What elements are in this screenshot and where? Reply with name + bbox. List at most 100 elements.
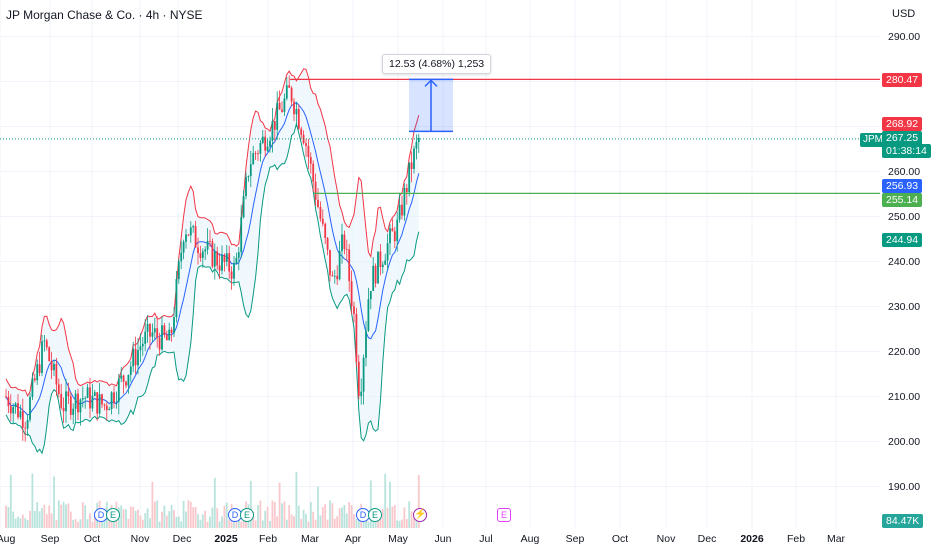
- earnings-marker[interactable]: E: [497, 508, 511, 522]
- volume-bar: [249, 480, 252, 528]
- candle-body: [163, 325, 166, 335]
- time-axis-label: Sep: [40, 533, 60, 545]
- volume-bar: [300, 518, 303, 528]
- volume-bar: [17, 516, 19, 528]
- candle-body: [233, 263, 235, 279]
- candle-body: [257, 153, 259, 155]
- volume-bar: [43, 504, 46, 528]
- candle-body: [156, 328, 159, 338]
- volume-bar: [319, 515, 322, 528]
- volume-bar: [127, 518, 130, 528]
- split-marker[interactable]: ⚡: [413, 508, 427, 522]
- symbol-title[interactable]: JP Morgan Chase & Co. · 4h · NYSE: [6, 8, 203, 22]
- volume-bar: [271, 500, 274, 528]
- volume-bar: [341, 507, 343, 528]
- volume-bar: [146, 508, 149, 528]
- candle-body: [43, 340, 46, 342]
- candle-body: [5, 396, 7, 398]
- volume-bar: [72, 519, 75, 528]
- earnings-marker[interactable]: E: [240, 508, 254, 522]
- candle-body: [93, 392, 96, 396]
- candle-body: [331, 275, 334, 277]
- candle-body: [209, 240, 211, 242]
- volume-bar: [218, 521, 221, 528]
- volume-bar: [285, 519, 288, 528]
- volume-bar: [302, 509, 305, 528]
- candle-body: [278, 102, 281, 110]
- volume-bar: [29, 510, 31, 528]
- volume-bar: [333, 518, 336, 528]
- candle-body: [141, 343, 144, 347]
- candle-body: [300, 128, 303, 135]
- candle-body: [194, 226, 197, 248]
- candle-body: [333, 275, 336, 277]
- candle-body: [417, 137, 420, 143]
- volume-bar: [31, 473, 34, 528]
- candle-body: [24, 427, 27, 429]
- volume-bar: [372, 519, 375, 528]
- candle-body: [204, 249, 207, 252]
- volume-bar: [386, 507, 389, 528]
- last-price-tag: 267.25: [882, 131, 923, 145]
- volume-bar: [132, 506, 135, 528]
- volume-bar: [252, 511, 255, 528]
- measure-tooltip: 12.53 (4.68%) 1,253: [382, 54, 492, 74]
- candle-body: [218, 265, 221, 271]
- candle-body: [276, 102, 279, 130]
- candle-body: [259, 142, 262, 154]
- candle-body: [401, 204, 403, 216]
- dividend-marker[interactable]: D: [228, 508, 242, 522]
- candle-body: [386, 243, 389, 261]
- volume-bar: [129, 506, 132, 528]
- volume-bar: [377, 517, 379, 528]
- candle-body: [413, 148, 415, 169]
- candle-body: [408, 162, 411, 193]
- volume-bar: [338, 508, 341, 528]
- candle-body: [12, 407, 15, 414]
- candle-body: [403, 188, 406, 216]
- candle-body: [72, 408, 75, 415]
- candle-body: [19, 411, 22, 418]
- candle-body: [216, 251, 219, 266]
- time-axis-label: Sep: [565, 533, 585, 545]
- currency-label[interactable]: USD: [892, 8, 916, 20]
- candle-body: [86, 387, 89, 398]
- volume-bar: [93, 514, 96, 528]
- volume-bar: [389, 481, 391, 528]
- volume-bar: [355, 519, 358, 528]
- earnings-marker[interactable]: E: [368, 508, 382, 522]
- candle-body: [384, 260, 387, 265]
- candle-body: [187, 234, 190, 236]
- volume-bar: [297, 505, 300, 528]
- candle-body: [307, 145, 310, 158]
- time-axis-label: Oct: [83, 533, 101, 545]
- volume-bar: [211, 507, 214, 528]
- volume-bar: [276, 516, 279, 528]
- candle-body: [242, 195, 245, 218]
- time-axis-label: Jul: [479, 533, 493, 545]
- candle-body: [389, 228, 391, 244]
- volume-bar: [197, 514, 199, 528]
- volume-bar: [307, 521, 310, 528]
- volume-bar: [369, 480, 372, 528]
- volume-bar: [170, 505, 173, 528]
- volume-bar: [113, 519, 115, 528]
- volume-bar: [125, 509, 127, 528]
- candle-body: [199, 253, 202, 258]
- candle-body: [321, 218, 324, 224]
- volume-bar: [84, 505, 87, 528]
- volume-bar: [288, 505, 291, 528]
- volume-bar: [53, 476, 55, 528]
- volume-bar: [413, 517, 415, 528]
- volume-bar: [12, 511, 15, 528]
- candle-body: [295, 109, 298, 115]
- earnings-marker[interactable]: E: [106, 508, 120, 522]
- volume-bar: [216, 508, 219, 528]
- time-axis-label: Nov: [130, 533, 150, 545]
- candle-body: [314, 181, 317, 200]
- candle-body: [261, 136, 264, 143]
- volume-bar: [329, 500, 331, 528]
- volume-bar: [199, 519, 202, 528]
- volume-bar: [65, 504, 67, 528]
